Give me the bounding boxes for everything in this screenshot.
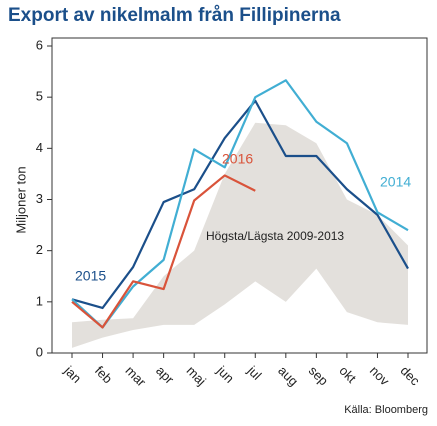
x-tick-label: dec bbox=[397, 363, 423, 389]
y-axis-label: Miljoner ton bbox=[13, 166, 28, 233]
y-tick-label: 3 bbox=[36, 191, 43, 206]
source: Källa: Bloomberg bbox=[344, 404, 428, 416]
x-tick-label: aug bbox=[275, 363, 301, 389]
x-tick-label: maj bbox=[184, 363, 209, 388]
x-tick-label: mar bbox=[123, 363, 150, 390]
y-tick-label: 2 bbox=[36, 242, 43, 257]
x-tick-label: jan bbox=[61, 362, 85, 386]
series-line bbox=[71, 79, 409, 329]
y-tick-label: 6 bbox=[36, 37, 43, 52]
series-line bbox=[71, 174, 256, 329]
series-line bbox=[71, 99, 409, 310]
band-label: Högsta/Lägsta 2009-2013 bbox=[206, 229, 344, 243]
x-tick-label: jul bbox=[244, 362, 265, 383]
y-tick-label: 0 bbox=[36, 344, 43, 359]
x-tick-label: sep bbox=[306, 363, 331, 388]
y-tick-label: 5 bbox=[36, 89, 43, 104]
series-label: 2014 bbox=[380, 174, 411, 190]
series-label: 2016 bbox=[222, 151, 253, 167]
x-tick-label: jun bbox=[213, 362, 237, 386]
chart-title: Export av nikelmalm från Fillipinerna bbox=[8, 5, 341, 26]
plot-frame bbox=[51, 37, 428, 354]
y-tick-label: 1 bbox=[36, 293, 43, 308]
x-tick-label: apr bbox=[153, 363, 177, 387]
series-label: 2015 bbox=[75, 268, 106, 284]
x-tick-label: okt bbox=[336, 363, 359, 386]
x-tick-label: feb bbox=[92, 363, 115, 386]
x-tick-label: nov bbox=[367, 363, 393, 389]
y-tick-label: 4 bbox=[36, 140, 43, 155]
range-band bbox=[72, 122, 408, 348]
